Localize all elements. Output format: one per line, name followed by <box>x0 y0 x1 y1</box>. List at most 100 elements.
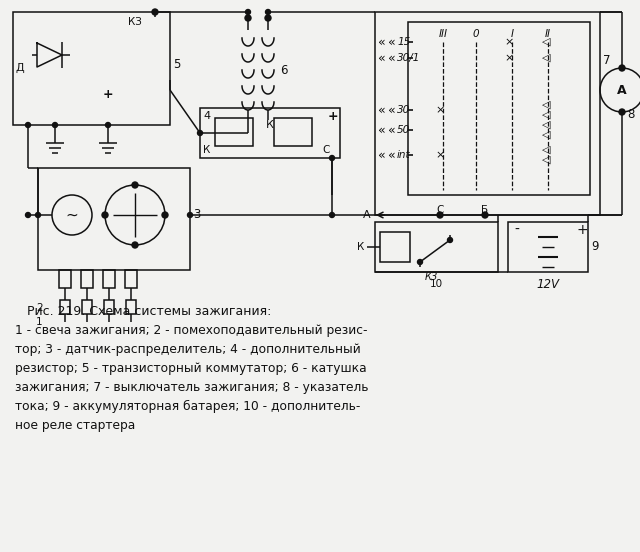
Bar <box>82 300 92 314</box>
Circle shape <box>417 259 422 264</box>
Text: ◁: ◁ <box>541 37 550 47</box>
Text: I: I <box>511 29 513 39</box>
Bar <box>375 222 498 272</box>
Circle shape <box>245 15 251 21</box>
Text: «: « <box>378 148 386 162</box>
Text: 12V: 12V <box>536 278 559 290</box>
Text: 4: 4 <box>203 111 210 121</box>
Text: КЗ: КЗ <box>425 272 438 282</box>
Circle shape <box>266 9 271 14</box>
Circle shape <box>52 123 58 128</box>
Bar <box>59 270 71 288</box>
Circle shape <box>102 212 108 218</box>
Text: ×: × <box>504 53 514 63</box>
Bar <box>126 300 136 314</box>
Text: А: А <box>363 210 371 220</box>
Circle shape <box>106 123 111 128</box>
Text: ×: × <box>504 37 514 47</box>
Circle shape <box>132 182 138 188</box>
Bar <box>13 12 170 125</box>
Text: «: « <box>388 51 396 65</box>
Text: 7: 7 <box>603 54 611 66</box>
Text: 30: 30 <box>397 105 410 115</box>
Bar <box>380 232 410 262</box>
Text: 1: 1 <box>36 317 43 327</box>
Bar <box>508 222 588 272</box>
Text: ное реле стартера: ное реле стартера <box>15 419 135 432</box>
Circle shape <box>26 213 31 217</box>
Text: 8: 8 <box>627 109 634 121</box>
Bar <box>375 12 600 215</box>
Text: 10: 10 <box>429 279 443 289</box>
Text: тока; 9 - аккумуляторная батарея; 10 - дополнитель-: тока; 9 - аккумуляторная батарея; 10 - д… <box>15 400 360 413</box>
Circle shape <box>447 237 452 242</box>
Text: резистор; 5 - транзисторный коммутатор; 6 - катушка: резистор; 5 - транзисторный коммутатор; … <box>15 362 367 375</box>
Text: «: « <box>378 124 386 136</box>
Circle shape <box>437 212 443 218</box>
Text: Д: Д <box>16 63 24 73</box>
Text: II: II <box>545 29 551 39</box>
Text: ×: × <box>435 105 445 115</box>
Bar <box>274 118 312 146</box>
Text: 50: 50 <box>397 125 410 135</box>
Text: С: С <box>436 205 444 215</box>
Text: «: « <box>378 51 386 65</box>
Text: «: « <box>388 124 396 136</box>
Text: КЗ: КЗ <box>128 17 141 27</box>
Circle shape <box>35 213 40 217</box>
Circle shape <box>162 212 168 218</box>
Text: ◁: ◁ <box>541 100 550 110</box>
Text: +: + <box>576 223 588 237</box>
Text: +: + <box>103 88 114 102</box>
Text: «: « <box>378 35 386 49</box>
Circle shape <box>26 123 31 128</box>
Circle shape <box>246 9 250 14</box>
Text: ◁: ◁ <box>541 145 550 155</box>
Circle shape <box>482 212 488 218</box>
Text: int: int <box>397 150 411 160</box>
Text: С: С <box>322 145 330 155</box>
Text: ◁: ◁ <box>541 130 550 140</box>
Text: А: А <box>617 83 627 97</box>
Text: 1 - свеча зажигания; 2 - помехоподавительный резис-: 1 - свеча зажигания; 2 - помехоподавител… <box>15 324 367 337</box>
Circle shape <box>330 213 335 217</box>
Text: 0: 0 <box>473 29 479 39</box>
Circle shape <box>619 65 625 71</box>
Text: Б: Б <box>481 205 488 215</box>
Text: Рис. 219. Схема системы зажигания:: Рис. 219. Схема системы зажигания: <box>15 305 271 318</box>
Circle shape <box>188 213 193 217</box>
Text: «: « <box>388 104 396 116</box>
Bar <box>38 168 190 270</box>
Text: 6: 6 <box>280 63 287 77</box>
Bar <box>104 300 114 314</box>
Bar <box>81 270 93 288</box>
Text: III: III <box>438 29 447 39</box>
Text: 15: 15 <box>397 37 410 47</box>
Text: -: - <box>514 223 519 237</box>
Bar <box>408 22 590 195</box>
Text: К: К <box>357 242 364 252</box>
Text: 3: 3 <box>193 209 200 221</box>
Circle shape <box>198 130 202 135</box>
Text: тор; 3 - датчик-распределитель; 4 - дополнительный: тор; 3 - датчик-распределитель; 4 - допо… <box>15 343 361 356</box>
Bar <box>103 270 115 288</box>
Text: 5: 5 <box>173 59 180 72</box>
Circle shape <box>330 156 335 161</box>
Text: К: К <box>203 145 211 155</box>
Text: +: + <box>328 109 339 123</box>
Text: ◁: ◁ <box>541 155 550 165</box>
Circle shape <box>265 15 271 21</box>
Text: ◁: ◁ <box>541 120 550 130</box>
Bar <box>200 108 340 158</box>
Text: «: « <box>378 104 386 116</box>
Text: К: К <box>266 120 274 130</box>
Circle shape <box>132 242 138 248</box>
Bar <box>60 300 70 314</box>
Text: ◁: ◁ <box>541 110 550 120</box>
Text: 2: 2 <box>36 303 43 313</box>
Text: ~: ~ <box>66 208 78 222</box>
Bar <box>215 118 253 146</box>
Circle shape <box>619 109 625 115</box>
Bar <box>125 270 137 288</box>
Text: ◁: ◁ <box>541 53 550 63</box>
